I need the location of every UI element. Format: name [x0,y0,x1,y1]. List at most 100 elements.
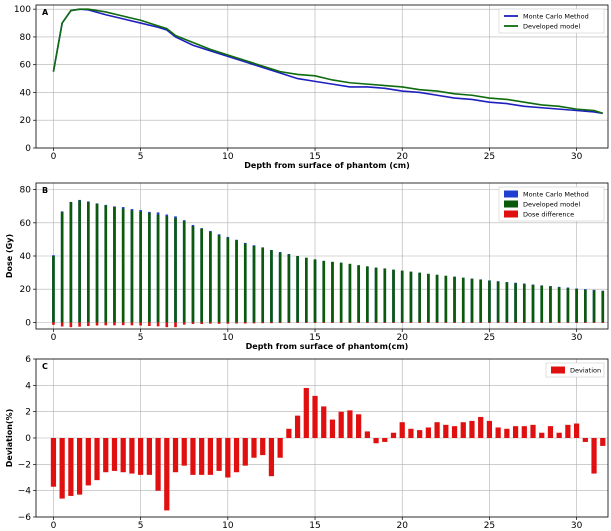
bar [549,322,552,323]
bar [540,285,544,323]
bar [383,268,387,323]
bar [338,411,344,438]
x-tick-label: 15 [309,152,320,162]
legend-swatch [551,366,565,374]
bar [199,438,205,475]
bar [87,202,90,323]
bar [408,428,414,438]
bar [427,273,430,323]
panel-b: 0 5 10 15 20 25 30 0 20 40 60 80 B Depth from surface… [5,182,609,351]
bar [556,432,562,438]
y-tick-label: 20 [20,116,32,126]
bar [592,290,596,323]
bar [313,259,317,323]
bar [95,322,99,326]
bar [399,422,405,438]
bar [434,422,440,438]
x-tick-label: 10 [222,152,234,162]
bar [478,416,484,438]
bar [418,272,421,323]
x-tick-label: 20 [396,521,408,531]
bar [390,432,397,438]
bar [418,322,421,323]
x-tick-label: 15 [309,333,320,343]
bar [444,275,448,323]
bar [156,322,160,327]
bar [453,276,456,323]
panel-letter: B [42,186,48,195]
bar [496,322,500,323]
bar [113,322,116,326]
bar [592,322,596,323]
bar [121,208,125,323]
bar [217,322,221,324]
bar [312,395,318,438]
bar [207,438,213,475]
bar [60,212,64,323]
bar [242,438,248,466]
x-tick-label: 20 [396,333,408,343]
x-tick-label: 15 [309,521,320,531]
y-axis-label: Dose (Gy) [5,234,14,278]
bar [287,322,291,324]
panel-letter: C [42,362,48,371]
bar [453,322,456,323]
y-tick-label: 80 [20,186,32,196]
bar [69,322,73,328]
bar [52,256,55,323]
y-tick-label: 60 [20,219,32,229]
bar [565,424,571,438]
legend-label: Monte Carlo Method [523,191,589,199]
bar [331,261,334,323]
bar [226,237,230,323]
bar [392,269,395,323]
bar [165,322,169,328]
bar [575,289,578,323]
bar [130,322,134,326]
bar [400,322,404,323]
bar [174,217,177,323]
bar [427,322,430,323]
bar [104,322,108,326]
bar [278,322,282,324]
bar [148,322,151,327]
bar [486,420,493,438]
bar [120,438,126,473]
legend: Monte Carlo Method Developed model [498,8,605,34]
bar [366,266,369,323]
bar [400,270,404,323]
bar [374,322,378,323]
bar [87,322,90,327]
bar [488,280,491,323]
bar [504,428,510,438]
x-tick-label: 25 [484,521,495,531]
bar [181,438,187,466]
bar [111,438,118,471]
bar [130,210,134,323]
bar [296,256,299,323]
bar [573,423,580,438]
bar [270,250,273,323]
bar [322,322,326,323]
bar [329,419,336,438]
bar [366,322,369,323]
bar [374,267,378,323]
bar [172,438,179,473]
legend: Deviation [545,362,605,378]
bar [575,322,578,323]
x-tick-label: 25 [484,152,495,162]
x-tick-label: 5 [138,333,144,343]
bar [521,426,527,438]
bar [348,322,352,323]
bar [95,203,99,323]
bar [225,438,231,478]
y-tick-label: 80 [20,33,32,43]
axes-frame [35,4,609,149]
y-tick-label: 6 [25,355,31,365]
series-line [52,8,604,115]
bar [531,322,535,323]
bar [339,322,343,323]
x-tick-label: 25 [484,333,495,343]
